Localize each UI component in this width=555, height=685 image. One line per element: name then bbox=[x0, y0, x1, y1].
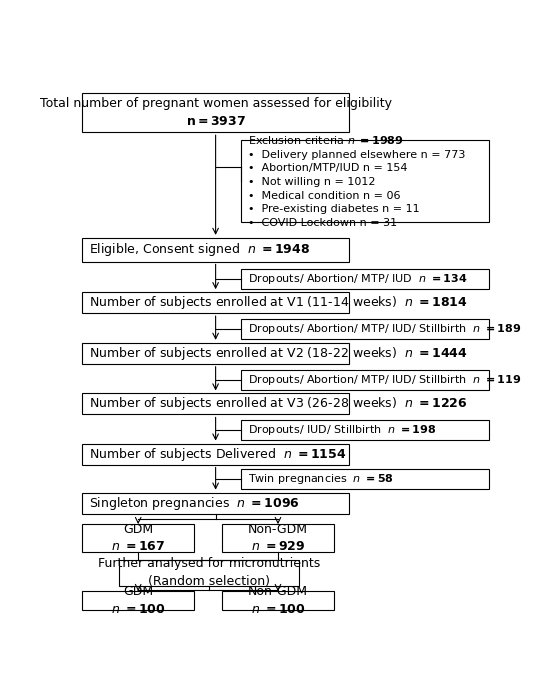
Text: Eligible, Consent signed  $\it{n}$ $\bf{= 1948}$: Eligible, Consent signed $\it{n}$ $\bf{=… bbox=[89, 241, 310, 258]
Text: Dropouts/ Abortion/ MTP/ IUD/ Stillbirth  $\it{n}$ $\bf{= 119}$: Dropouts/ Abortion/ MTP/ IUD/ Stillbirth… bbox=[248, 373, 521, 386]
Text: GDM
$\it{n}$ $\bf{= 100}$: GDM $\it{n}$ $\bf{= 100}$ bbox=[111, 585, 165, 616]
Text: Dropouts/ Abortion/ MTP/ IUD/ Stillbirth  $\it{n}$ $\bf{= 189}$: Dropouts/ Abortion/ MTP/ IUD/ Stillbirth… bbox=[248, 322, 521, 336]
Text: Singleton pregnancies  $\it{n}$ $\bf{= 1096}$: Singleton pregnancies $\it{n}$ $\bf{= 10… bbox=[89, 495, 300, 512]
FancyBboxPatch shape bbox=[119, 560, 300, 586]
Text: Number of subjects enrolled at V2 (18-22 weeks)  $\it{n}$ $\bf{= 1444}$: Number of subjects enrolled at V2 (18-22… bbox=[89, 345, 467, 362]
FancyBboxPatch shape bbox=[241, 370, 489, 390]
FancyBboxPatch shape bbox=[241, 469, 489, 489]
Text: Total number of pregnant women assessed for eligibility
$\bf{n = 3937}$: Total number of pregnant women assessed … bbox=[39, 97, 392, 128]
FancyBboxPatch shape bbox=[222, 591, 334, 610]
Text: Further analysed for micronutrients
(Random selection): Further analysed for micronutrients (Ran… bbox=[98, 558, 320, 588]
FancyBboxPatch shape bbox=[82, 342, 349, 364]
Text: Number of subjects Delivered  $\it{n}$ $\bf{= 1154}$: Number of subjects Delivered $\it{n}$ $\… bbox=[89, 445, 346, 462]
FancyBboxPatch shape bbox=[222, 524, 334, 551]
Text: Dropouts/ Abortion/ MTP/ IUD  $\it{n}$ $\bf{= 134}$: Dropouts/ Abortion/ MTP/ IUD $\it{n}$ $\… bbox=[248, 272, 467, 286]
Text: Non-GDM
$\it{n}$ $\bf{= 929}$: Non-GDM $\it{n}$ $\bf{= 929}$ bbox=[248, 523, 308, 553]
Text: Number of subjects enrolled at V1 (11-14 weeks)  $\it{n}$ $\bf{= 1814}$: Number of subjects enrolled at V1 (11-14… bbox=[89, 294, 467, 311]
FancyBboxPatch shape bbox=[82, 393, 349, 414]
Text: Dropouts/ IUD/ Stillbirth  $\it{n}$ $\bf{= 198}$: Dropouts/ IUD/ Stillbirth $\it{n}$ $\bf{… bbox=[248, 423, 436, 437]
Text: Number of subjects enrolled at V3 (26-28 weeks)  $\it{n}$ $\bf{= 1226}$: Number of subjects enrolled at V3 (26-28… bbox=[89, 395, 467, 412]
FancyBboxPatch shape bbox=[82, 591, 194, 610]
FancyBboxPatch shape bbox=[241, 269, 489, 289]
FancyBboxPatch shape bbox=[82, 92, 349, 132]
FancyBboxPatch shape bbox=[241, 140, 489, 222]
Text: GDM
$\it{n}$ $\bf{= 167}$: GDM $\it{n}$ $\bf{= 167}$ bbox=[111, 523, 165, 553]
FancyBboxPatch shape bbox=[82, 524, 194, 551]
Text: Twin pregnancies  $\it{n}$ $\bf{= 58}$: Twin pregnancies $\it{n}$ $\bf{= 58}$ bbox=[248, 473, 394, 486]
FancyBboxPatch shape bbox=[82, 238, 349, 262]
FancyBboxPatch shape bbox=[82, 292, 349, 313]
FancyBboxPatch shape bbox=[82, 443, 349, 464]
FancyBboxPatch shape bbox=[241, 420, 489, 440]
FancyBboxPatch shape bbox=[241, 319, 489, 339]
FancyBboxPatch shape bbox=[82, 493, 349, 514]
Text: Non-GDM
$\it{n}$ $\bf{= 100}$: Non-GDM $\it{n}$ $\bf{= 100}$ bbox=[248, 585, 308, 616]
Text: Exclusion criteria $\it{n}$ $\bf{= 1989}$
•  Delivery planned elsewhere n = 773
: Exclusion criteria $\it{n}$ $\bf{= 1989}… bbox=[248, 134, 465, 228]
